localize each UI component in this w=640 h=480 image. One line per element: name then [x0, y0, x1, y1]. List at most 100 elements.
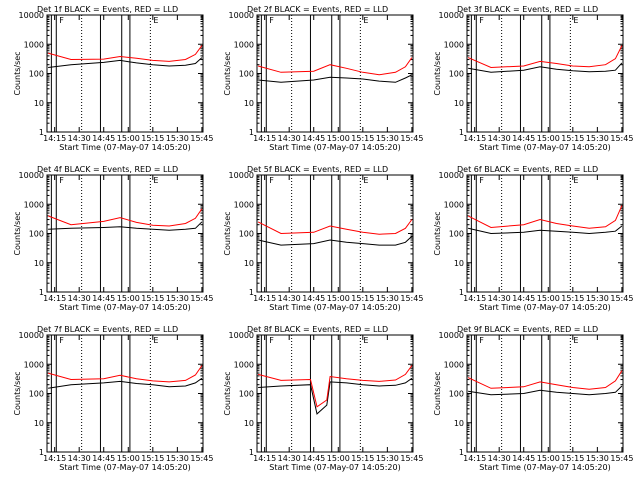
y-tick-label: 10	[34, 419, 44, 428]
y-tick-label: 10	[244, 419, 254, 428]
y-tick-label: 1000	[24, 360, 44, 369]
panel-title: Det 3f BLACK = Events, RED = LLD	[457, 5, 598, 14]
panel-title: Det 1f BLACK = Events, RED = LLD	[37, 5, 178, 14]
lld-series-line	[257, 365, 413, 408]
attenuator-marker: F	[479, 336, 484, 345]
detector-panel: Det 1f BLACK = Events, RED = LLD 1 10 100 10…	[13, 5, 213, 152]
x-axis-label: Start Time (07-May-07 14:05:20)	[479, 303, 610, 312]
y-tick-label: 10	[244, 259, 254, 268]
y-axis-label: Counts/sec	[13, 371, 22, 415]
plot-frame	[46, 14, 204, 133]
plot-frame	[256, 334, 414, 453]
x-tick-label: 14:30	[68, 294, 91, 303]
lld-series-line	[467, 45, 623, 69]
attenuator-marker: F	[59, 176, 64, 185]
panel-title: Det 6f BLACK = Events, RED = LLD	[457, 165, 598, 174]
x-axis-label: Start Time (07-May-07 14:05:20)	[479, 143, 610, 152]
x-tick-label: 14:30	[488, 454, 511, 463]
events-series-line	[258, 377, 413, 415]
y-tick-label: 10	[454, 259, 464, 268]
x-tick-label: 15:00	[537, 454, 560, 463]
y-tick-label: 10000	[229, 331, 254, 340]
x-tick-label: 15:15	[351, 454, 374, 463]
events-series-line	[468, 385, 623, 396]
event-marker: E	[573, 336, 578, 345]
lld-series-line	[47, 365, 203, 383]
x-tick-label: 14:15	[253, 454, 276, 463]
lld-series-line	[257, 219, 413, 235]
y-tick-label: 1	[459, 128, 464, 137]
y-tick-label: 1000	[444, 200, 464, 209]
y-tick-label: 100	[29, 230, 44, 239]
attenuator-marker: F	[59, 16, 64, 25]
x-tick-label: 14:30	[68, 134, 91, 143]
events-series-line	[48, 221, 203, 231]
x-tick-label: 15:15	[141, 294, 164, 303]
y-axis-label: Counts/sec	[223, 51, 232, 95]
event-marker: E	[363, 176, 368, 185]
x-tick-label: 15:00	[117, 134, 140, 143]
y-tick-label: 1000	[444, 360, 464, 369]
y-tick-label: 1	[249, 128, 254, 137]
y-tick-label: 10000	[439, 171, 464, 180]
x-tick-label: 14:45	[512, 134, 535, 143]
x-axis-label: Start Time (07-May-07 14:05:20)	[269, 463, 400, 472]
y-axis-label: Counts/sec	[13, 211, 22, 255]
lld-series-line	[257, 57, 413, 76]
panel-title: Det 7f BLACK = Events, RED = LLD	[37, 325, 178, 334]
x-tick-label: 14:45	[302, 294, 325, 303]
y-tick-label: 100	[239, 390, 254, 399]
lld-series-line	[47, 208, 203, 227]
x-tick-label: 14:30	[278, 134, 301, 143]
x-tick-label: 14:30	[488, 134, 511, 143]
x-tick-label: 14:15	[253, 134, 276, 143]
event-marker: E	[153, 16, 158, 25]
y-tick-label: 10000	[19, 11, 44, 20]
attenuator-marker: F	[269, 336, 274, 345]
x-tick-label: 15:45	[610, 134, 633, 143]
events-series-line	[48, 57, 203, 68]
x-tick-label: 15:15	[141, 454, 164, 463]
y-axis-label: Counts/sec	[223, 371, 232, 415]
y-tick-label: 10	[244, 99, 254, 108]
detector-panel: Det 6f BLACK = Events, RED = LLD 1 10 100 10…	[433, 165, 633, 312]
y-tick-label: 1000	[234, 200, 254, 209]
attenuator-marker: F	[59, 336, 64, 345]
y-tick-label: 1000	[24, 200, 44, 209]
x-axis-label: Start Time (07-May-07 14:05:20)	[269, 143, 400, 152]
y-tick-label: 1	[459, 288, 464, 297]
x-tick-label: 14:30	[68, 454, 91, 463]
y-tick-label: 10	[34, 259, 44, 268]
event-marker: E	[573, 16, 578, 25]
x-tick-label: 14:30	[278, 454, 301, 463]
y-tick-label: 1	[39, 128, 44, 137]
attenuator-marker: F	[479, 176, 484, 185]
panel-title: Det 5f BLACK = Events, RED = LLD	[247, 165, 388, 174]
lld-series-line	[467, 370, 623, 390]
x-tick-label: 14:45	[302, 454, 325, 463]
x-tick-label: 15:45	[400, 134, 423, 143]
x-tick-label: 14:15	[463, 294, 486, 303]
x-tick-label: 15:45	[610, 294, 633, 303]
x-axis-label: Start Time (07-May-07 14:05:20)	[59, 303, 190, 312]
x-tick-label: 15:15	[351, 294, 374, 303]
detector-panel: Det 3f BLACK = Events, RED = LLD 1 10 100 10…	[433, 5, 633, 152]
y-tick-label: 100	[449, 70, 464, 79]
x-tick-label: 15:30	[166, 454, 189, 463]
x-tick-label: 15:45	[400, 454, 423, 463]
x-tick-label: 15:00	[327, 294, 350, 303]
plot-frame	[46, 334, 204, 453]
panel-title: Det 8f BLACK = Events, RED = LLD	[247, 325, 388, 334]
event-marker: E	[363, 16, 368, 25]
x-tick-label: 15:30	[586, 294, 609, 303]
y-tick-label: 100	[239, 70, 254, 79]
x-tick-label: 15:00	[537, 294, 560, 303]
x-tick-label: 14:15	[43, 294, 66, 303]
x-tick-label: 14:45	[92, 454, 115, 463]
x-tick-label: 15:00	[537, 134, 560, 143]
x-tick-label: 15:15	[561, 454, 584, 463]
detector-panel: Det 7f BLACK = Events, RED = LLD 1 10 100 10…	[13, 325, 213, 472]
events-series-line	[468, 62, 623, 73]
attenuator-marker: F	[269, 176, 274, 185]
x-tick-label: 15:15	[351, 134, 374, 143]
